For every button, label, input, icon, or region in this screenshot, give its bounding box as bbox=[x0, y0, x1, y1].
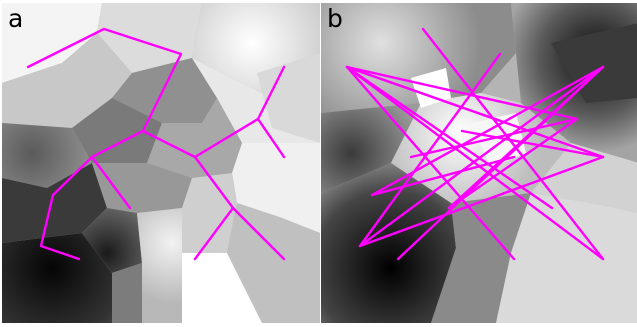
region bbox=[112, 58, 217, 123]
panel-label: b bbox=[327, 4, 343, 33]
region bbox=[257, 53, 320, 143]
graph-a bbox=[26, 27, 286, 261]
region bbox=[471, 113, 526, 168]
region bbox=[391, 93, 571, 203]
graph-edge bbox=[345, 65, 605, 159]
panel-b: b bbox=[321, 3, 637, 323]
region bbox=[2, 3, 102, 83]
region bbox=[321, 163, 456, 323]
region bbox=[321, 103, 421, 193]
region bbox=[551, 23, 637, 103]
region bbox=[92, 163, 192, 213]
region bbox=[147, 98, 242, 178]
graph-edge bbox=[345, 65, 554, 210]
graph-edge bbox=[447, 117, 579, 210]
region bbox=[72, 98, 162, 163]
graph-edge bbox=[370, 65, 605, 197]
region bbox=[2, 163, 107, 243]
graph-edge bbox=[345, 65, 605, 261]
region bbox=[137, 208, 182, 323]
graph-edge bbox=[358, 155, 605, 248]
region bbox=[82, 208, 142, 273]
panel-b-figure bbox=[321, 3, 637, 323]
graph-edge bbox=[396, 65, 605, 261]
region bbox=[112, 263, 142, 323]
region bbox=[496, 193, 637, 323]
region bbox=[2, 33, 132, 128]
graph-edge bbox=[370, 155, 516, 197]
region bbox=[2, 233, 112, 323]
region bbox=[227, 203, 320, 323]
graph-edge bbox=[460, 129, 605, 159]
region bbox=[182, 253, 262, 323]
region bbox=[97, 3, 202, 73]
graph-edge bbox=[358, 65, 605, 248]
region bbox=[411, 68, 451, 108]
panel-a-figure bbox=[2, 3, 320, 323]
graph-edge bbox=[39, 155, 94, 261]
region bbox=[2, 123, 92, 188]
graph-edge bbox=[256, 117, 286, 159]
graph-edge bbox=[345, 65, 579, 121]
region bbox=[431, 193, 531, 323]
region bbox=[531, 143, 637, 213]
graph-edge bbox=[358, 52, 502, 248]
graph-b bbox=[345, 27, 605, 261]
panel-label: a bbox=[8, 4, 24, 33]
region bbox=[232, 143, 320, 233]
graph-edge bbox=[193, 206, 235, 261]
panel-a: a bbox=[2, 3, 320, 323]
graph-edge bbox=[421, 27, 605, 261]
